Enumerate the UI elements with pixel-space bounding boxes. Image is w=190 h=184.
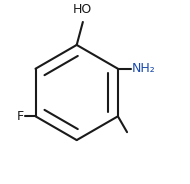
Text: F: F [17,110,24,123]
Text: NH₂: NH₂ [132,62,155,75]
Text: HO: HO [72,3,92,17]
